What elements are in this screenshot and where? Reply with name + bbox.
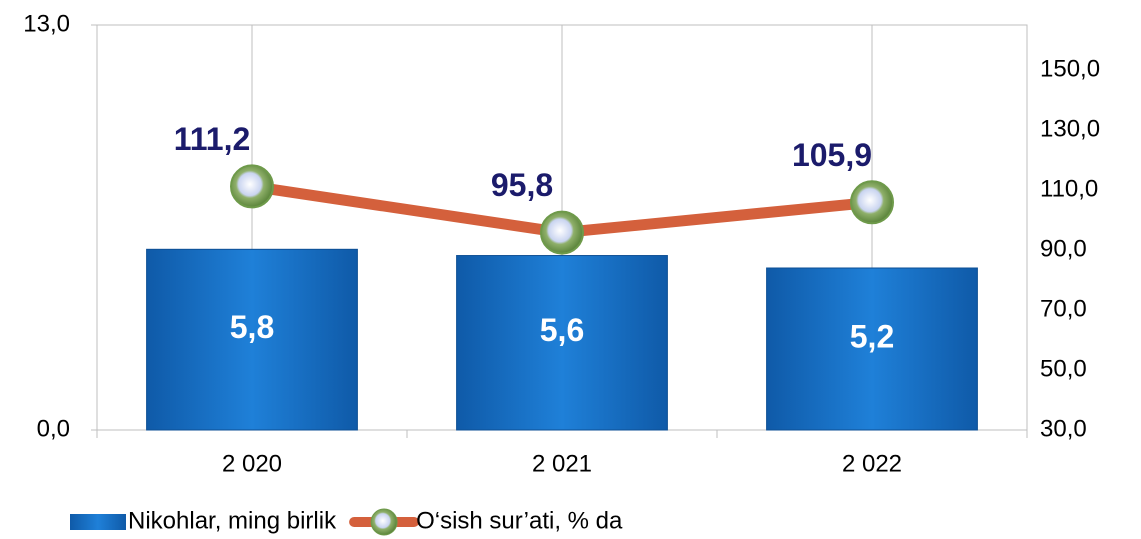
y2-tick-label: 30,0 (1040, 415, 1087, 442)
y-tick-label: 0,0 (37, 415, 70, 442)
x-tick-label: 2 020 (222, 450, 282, 477)
legend-marker (370, 508, 398, 536)
y2-tick-label: 90,0 (1040, 235, 1087, 262)
marker (540, 210, 584, 255)
y2-tick-label: 70,0 (1040, 295, 1087, 322)
marker (850, 180, 894, 225)
x-tick-label: 2 021 (532, 450, 592, 477)
y2-tick-label: 50,0 (1040, 355, 1087, 382)
x-tick-label: 2 022 (842, 450, 902, 477)
y2-tick-label: 110,0 (1040, 175, 1098, 202)
bar-value-label: 5,8 (230, 309, 274, 345)
bar-value-label: 5,2 (850, 318, 894, 354)
bar-value-label: 5,6 (540, 312, 584, 348)
bar (146, 248, 358, 431)
line-value-label: 105,9 (792, 137, 872, 173)
line-value-label: 111,2 (174, 121, 251, 157)
legend-swatch (70, 514, 126, 530)
y-tick-label: 13,0 (23, 10, 70, 37)
marker (230, 164, 274, 209)
y2-tick-label: 130,0 (1040, 115, 1100, 142)
line-value-label: 95,8 (491, 167, 553, 203)
legend-label: O‘sish sur’ati, % da (416, 507, 623, 534)
bar (456, 255, 668, 431)
legend-label: Nikohlar, ming birlik (128, 507, 337, 534)
y2-tick-label: 150,0 (1040, 55, 1100, 82)
bar (766, 267, 978, 431)
